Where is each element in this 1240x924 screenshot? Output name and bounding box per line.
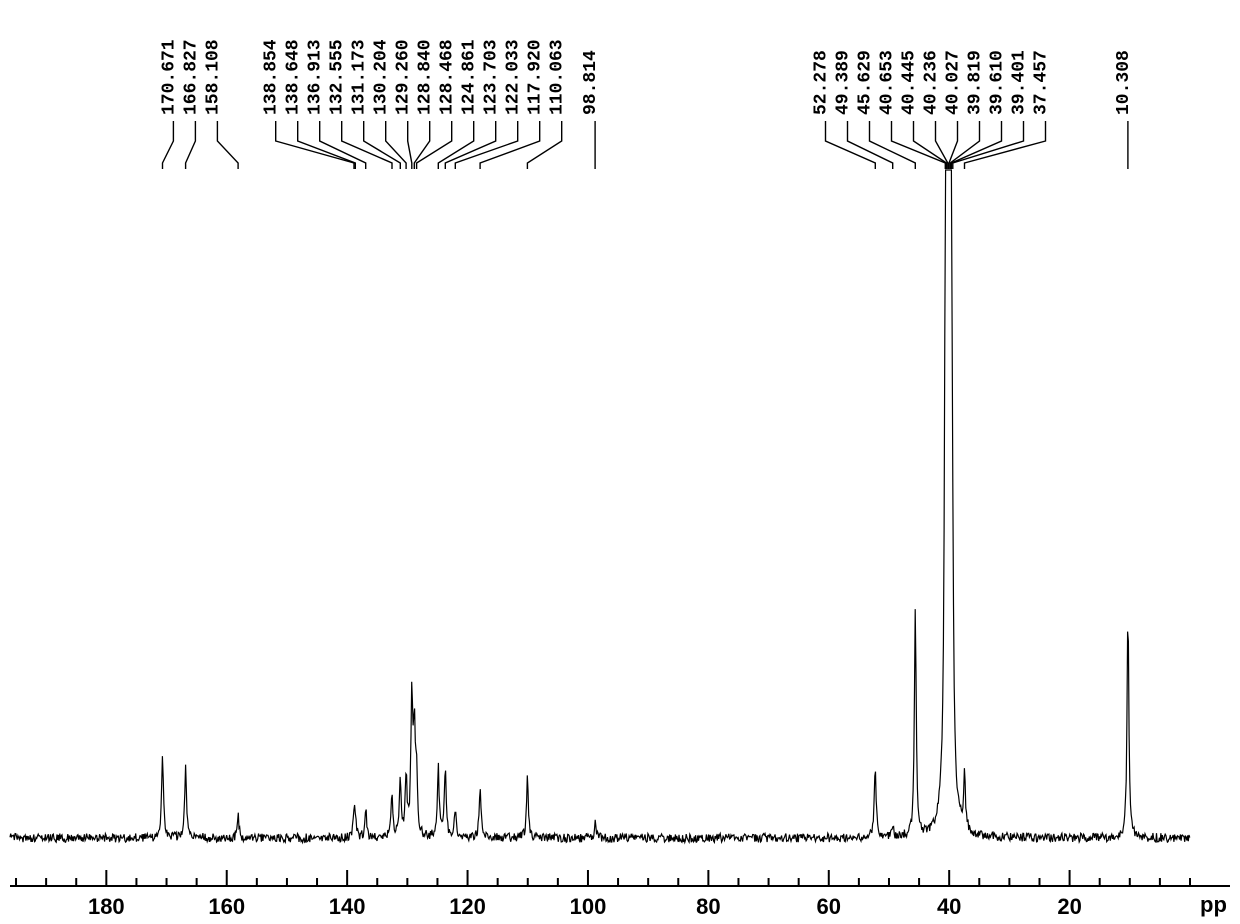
peak-leader [826,121,876,169]
x-tick-label: 160 [208,894,245,919]
peak-labels: 170.671166.827158.108 138.854138.648136.9… [159,39,1134,169]
peak-label: 37.457 [1032,50,1052,115]
peak-leader [438,121,473,169]
peak-leader [480,121,540,169]
x-axis-label: pp [1200,892,1227,917]
peak-label: 40.653 [878,50,898,115]
peak-leader [186,121,196,169]
peak-label: 49.389 [834,50,854,115]
spectrum-trace [10,170,1190,842]
peak-leader [217,121,238,169]
nmr-spectrum-chart: 18016014012010080604020pp170.671166.8271… [0,0,1240,924]
x-tick-label: 140 [329,894,366,919]
peak-label: 122.033 [504,39,524,115]
peak-label: 132.555 [328,39,348,115]
x-tick-label: 40 [937,894,961,919]
x-tick-label: 60 [817,894,841,919]
peak-label: 10.308 [1114,50,1134,115]
peak-label: 117.920 [526,39,546,115]
peak-label: 40.027 [944,50,964,115]
x-axis: 180 160 140 120 100 80 60 40 20 pp [10,870,1230,919]
peak-leader [953,121,1024,169]
peak-label: 40.445 [900,50,920,115]
peak-leader [408,121,412,169]
peak-label: 128.840 [416,39,436,115]
peak-leader [414,121,429,169]
peak-leader [364,121,401,169]
peak-label: 170.671 [159,39,179,115]
peak-label: 138.854 [262,39,282,115]
peak-leader [527,121,561,169]
peak-label: 136.913 [306,39,326,115]
peak-label: 45.629 [856,50,876,115]
peak-label: 110.063 [548,39,568,115]
peak-label: 40.236 [922,50,942,115]
peak-label: 166.827 [181,39,201,115]
peak-label: 123.703 [482,39,502,115]
peak-label: 128.468 [438,39,458,115]
peak-leader [320,121,366,169]
peak-label: 129.260 [394,39,414,115]
peak-leader [163,121,174,169]
peak-label: 98.814 [581,50,601,115]
peak-label: 131.173 [350,39,370,115]
peak-label: 138.648 [284,39,304,115]
x-tick-label: 20 [1057,894,1081,919]
peak-label: 130.204 [372,39,392,115]
peak-label: 124.861 [460,39,480,115]
peak-leader [965,121,1046,169]
peak-label: 52.278 [812,50,832,115]
x-tick-label: 120 [449,894,486,919]
peak-label: 39.819 [966,50,986,115]
x-tick-label: 100 [570,894,607,919]
x-tick-label: 80 [696,894,720,919]
peak-leader [445,121,495,169]
peak-leader [870,121,916,169]
peak-label: 39.401 [1010,50,1030,115]
peak-label: 158.108 [203,39,223,115]
x-tick-label: 180 [88,894,125,919]
peak-label: 39.610 [988,50,1008,115]
